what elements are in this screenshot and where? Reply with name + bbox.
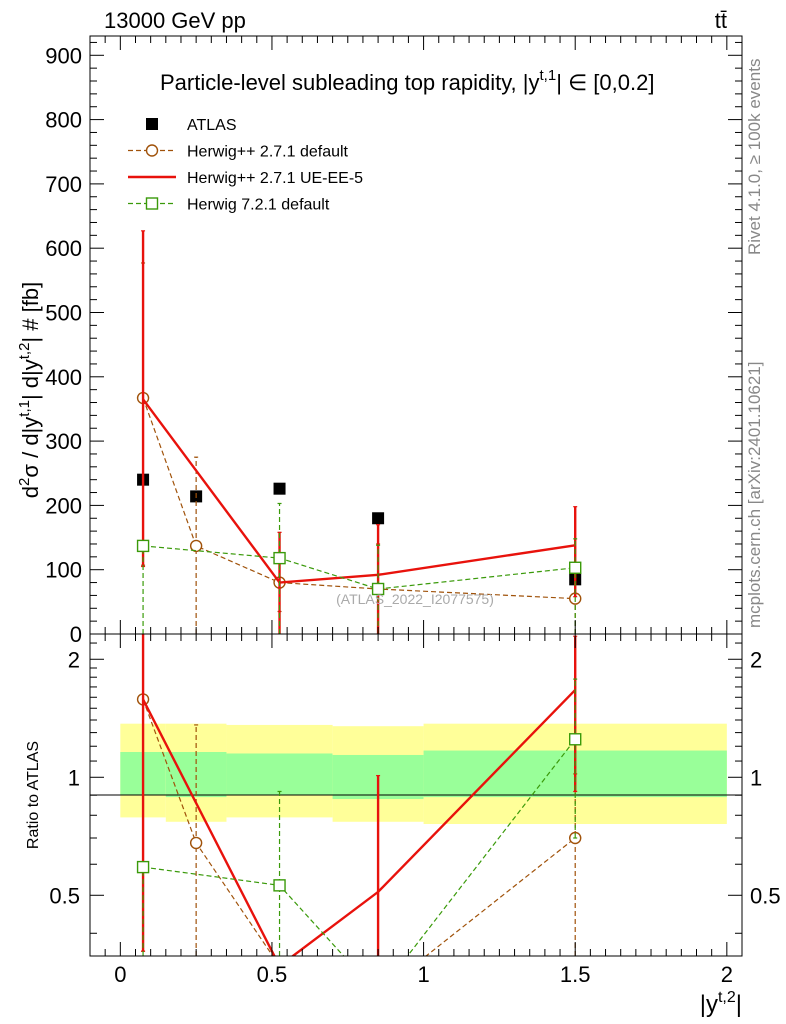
main-h721-point	[569, 561, 582, 574]
legend-entry-h721: Herwig 7.2.1 default	[128, 197, 330, 214]
mcplots-label: mcplots.cern.ch [arXiv:2401.10621]	[745, 362, 764, 628]
legend-marker-atlas	[146, 118, 158, 130]
ratio-h721-point	[569, 733, 582, 746]
main-y-tick-label: 100	[45, 558, 82, 583]
process-label: tt̄	[715, 8, 727, 33]
ratio-y-tick-label-right: 0.5	[750, 883, 781, 908]
main-plot-panel: 0 100 200 300 400 500 600 700 800 900 Particle-le…	[16, 35, 743, 647]
legend-label-atlas: ATLAS	[187, 117, 237, 134]
ratio-y-tick-label: 0.5	[49, 883, 80, 908]
main-h721-point	[371, 582, 385, 596]
legend-label-h271: Herwig++ 2.7.1 default	[187, 144, 349, 161]
main-h271-point	[189, 539, 203, 553]
main-h271-line	[142, 397, 576, 600]
main-atlas-point	[273, 482, 286, 495]
ratio-inner-band	[226, 753, 333, 796]
main-h721-line	[143, 545, 576, 590]
ratio-x-tick-label: 2	[721, 962, 733, 987]
ratio-y-axis-label: Ratio to ATLAS	[25, 741, 42, 849]
main-ueee5-line	[142, 398, 576, 584]
legend-marker-h721	[145, 197, 159, 210]
legend-marker-h271	[145, 144, 159, 157]
main-h721-point	[273, 551, 286, 565]
legend-entry-atlas: ATLAS	[146, 117, 237, 134]
main-y-axis-label: d2σ / d|yt,1| d|yt,2| # [fb]	[16, 282, 43, 498]
main-y-tick-label: 800	[45, 108, 82, 133]
ratio-h721-line	[142, 738, 576, 956]
ratio-y-tick-label: 1	[68, 765, 80, 790]
ratio-h721-point	[273, 879, 286, 892]
energy-label: 13000 GeV pp	[104, 8, 246, 33]
ratio-inner-band	[165, 752, 227, 798]
main-y-tick-label: 0	[70, 622, 82, 647]
main-atlas-point	[372, 512, 385, 525]
main-y-axis: 0 100 200 300 400 500 600 700 800 900	[45, 41, 742, 647]
legend-entry-ueee5: Herwig++ 2.7.1 UE-EE-5	[128, 170, 363, 187]
legend-entry-h271: Herwig++ 2.7.1 default	[128, 144, 349, 161]
main-y-tick-label: 400	[45, 365, 82, 390]
ratio-y-tick-label-right: 2	[750, 647, 762, 672]
ratio-y-axis: 0.5 0.5 1 1 2 2	[49, 642, 781, 934]
analysis-watermark: (ATLAS_2022_I2077575)	[336, 591, 494, 607]
ratio-uncertainty-bands	[120, 723, 727, 824]
ratio-plot-panel: 0.5 0.5 1 1 2 2 0 0.5 1 1.5 2 Ratio to ATLAS |yt,…	[25, 633, 781, 1018]
main-y-tick-label: 900	[45, 43, 82, 68]
ratio-x-tick-label: 1.5	[560, 962, 591, 987]
main-series-layer	[136, 230, 582, 634]
ratio-x-tick-label: 0	[114, 962, 126, 987]
main-plot-title: Particle-level subleading top rapidity, …	[160, 67, 654, 95]
x-axis-label: |yt,2|	[700, 989, 742, 1018]
main-y-tick-label: 600	[45, 236, 82, 261]
main-y-tick-label: 200	[45, 493, 82, 518]
ratio-ueee5-line	[142, 689, 577, 956]
ratio-y-tick-label-right: 1	[750, 765, 762, 790]
legend: ATLAS Herwig++ 2.7.1 default Herwig++ 2.7.…	[128, 117, 363, 214]
main-y-tick-label: 700	[45, 172, 82, 197]
main-x-axis	[104, 36, 728, 634]
main-y-tick-label: 500	[45, 300, 82, 325]
main-y-tick-label: 300	[45, 429, 82, 454]
legend-label-h721: Herwig 7.2.1 default	[187, 197, 330, 214]
main-h721-point	[136, 539, 150, 553]
ratio-x-axis: 0 0.5 1 1.5 2	[104, 634, 733, 987]
ratio-y-tick-label: 2	[68, 647, 80, 672]
ratio-series-layer	[136, 634, 582, 956]
rivet-version-label: Rivet 4.1.0, ≥ 100k events	[745, 59, 764, 255]
ratio-x-tick-label: 0.5	[257, 962, 288, 987]
ratio-x-tick-label: 1	[417, 962, 429, 987]
ratio-h721-point	[136, 860, 150, 874]
legend-label-ueee5: Herwig++ 2.7.1 UE-EE-5	[187, 170, 363, 187]
ratio-h271-point	[189, 836, 203, 850]
